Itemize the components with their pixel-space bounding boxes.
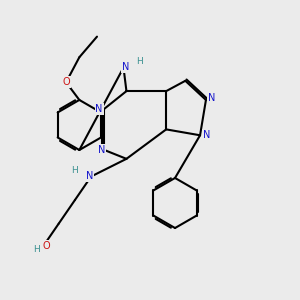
- Text: O: O: [42, 241, 50, 251]
- Text: N: N: [98, 145, 105, 155]
- Text: H: H: [71, 166, 77, 175]
- Text: N: N: [203, 130, 210, 140]
- Text: H: H: [33, 245, 40, 254]
- Text: N: N: [122, 62, 129, 72]
- Text: O: O: [62, 77, 70, 87]
- Text: H: H: [136, 57, 143, 66]
- Text: N: N: [95, 104, 103, 114]
- Text: N: N: [86, 171, 93, 181]
- Text: N: N: [208, 93, 215, 103]
